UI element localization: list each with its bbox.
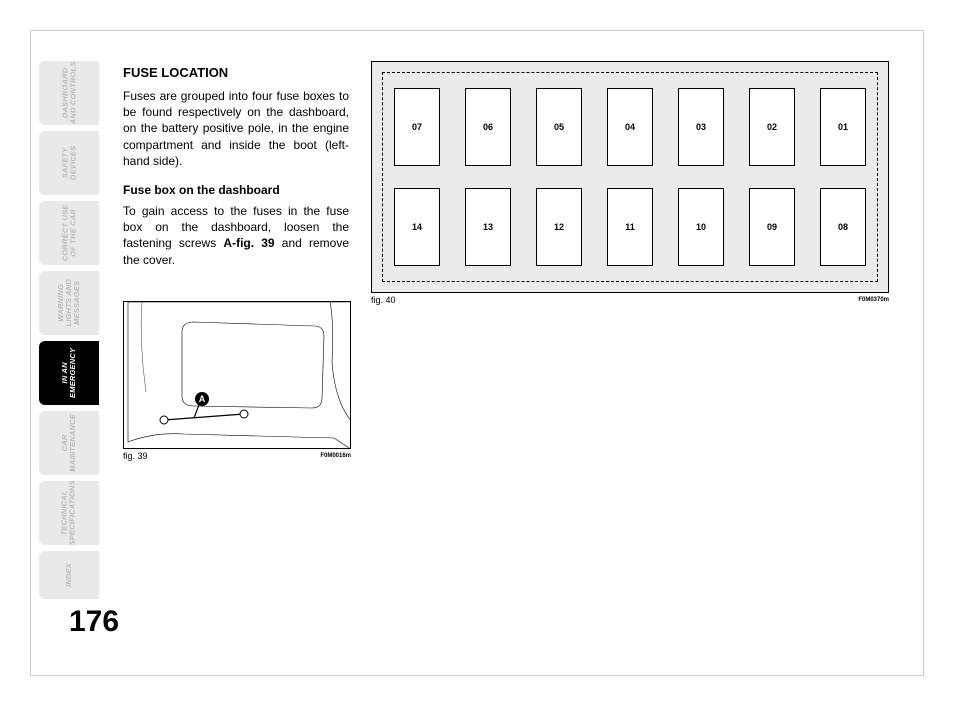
- page: DASHBOARD AND CONTROLS SAFETY DEVICES CORR…: [30, 30, 924, 676]
- page-number: 176: [69, 605, 119, 639]
- dashboard-diagram: A: [124, 302, 351, 449]
- section-tab[interactable]: TECHNICAL SPECIFICATIONS: [39, 481, 99, 545]
- fuse-row: 07 06 05 04 03 02 01: [394, 84, 866, 170]
- fuse-slot: 04: [607, 88, 653, 166]
- fig-label: fig. 39: [123, 451, 148, 461]
- tab-label: WARNING LIGHTS AND MESSAGES: [57, 279, 81, 327]
- fuse-slot: 07: [394, 88, 440, 166]
- section-tab[interactable]: DASHBOARD AND CONTROLS: [39, 61, 99, 125]
- section-tab[interactable]: INDEX: [39, 551, 99, 599]
- figure-40-caption: fig. 40 F0M0370m: [371, 295, 889, 305]
- fuse-slot: 01: [820, 88, 866, 166]
- fig-code: F0M0370m: [858, 297, 889, 303]
- section-tab[interactable]: WARNING LIGHTS AND MESSAGES: [39, 271, 99, 335]
- subheading-dashboard: Fuse box on the dashboard: [123, 183, 349, 197]
- tab-label: CORRECT USE OF THE CAR: [61, 205, 77, 262]
- fuse-slot: 13: [465, 188, 511, 266]
- tab-label: CAR MAINTENANCE: [61, 414, 77, 472]
- figure-39-caption: fig. 39 F0M0016m: [123, 451, 351, 461]
- fuse-slot: 03: [678, 88, 724, 166]
- figure-39-image: A: [123, 301, 351, 449]
- fuse-slot: 02: [749, 88, 795, 166]
- fuse-slot: 11: [607, 188, 653, 266]
- fig-label: fig. 40: [371, 295, 396, 305]
- fuse-slot: 14: [394, 188, 440, 266]
- ref-fig39: A-fig. 39: [223, 236, 274, 250]
- tab-label: SAFETY DEVICES: [61, 146, 77, 180]
- tab-label: DASHBOARD AND CONTROLS: [61, 62, 77, 125]
- fuse-slot: 09: [749, 188, 795, 266]
- fuse-slot: 08: [820, 188, 866, 266]
- section-tab[interactable]: CAR MAINTENANCE: [39, 411, 99, 475]
- tab-label: TECHNICAL SPECIFICATIONS: [61, 480, 77, 545]
- fuse-row: 14 13 12 11 10 09 08: [394, 184, 866, 270]
- section-tabs: DASHBOARD AND CONTROLS SAFETY DEVICES CORR…: [39, 61, 99, 599]
- tab-label: INDEX: [65, 563, 73, 587]
- section-tab[interactable]: CORRECT USE OF THE CAR: [39, 201, 99, 265]
- figure-39: A fig. 39 F0M0016m: [123, 301, 351, 461]
- fuse-slot: 05: [536, 88, 582, 166]
- fig-code: F0M0016m: [320, 453, 351, 459]
- text-column: FUSE LOCATION Fuses are grouped into fou…: [123, 65, 349, 282]
- tab-label: IN AN EMERGENCY: [61, 348, 77, 398]
- marker-a-label: A: [199, 394, 206, 404]
- heading-fuse-location: FUSE LOCATION: [123, 65, 349, 80]
- figure-40: 07 06 05 04 03 02 01 14 13 12 11 10 09 08 fig. 40 F0M…: [371, 61, 889, 305]
- section-tab[interactable]: SAFETY DEVICES: [39, 131, 99, 195]
- paragraph-instructions: To gain access to the fuses in the fuse …: [123, 203, 349, 268]
- figure-40-image: 07 06 05 04 03 02 01 14 13 12 11 10 09 08: [371, 61, 889, 293]
- fuse-slot: 06: [465, 88, 511, 166]
- fuse-grid: 07 06 05 04 03 02 01 14 13 12 11 10 09 08: [394, 84, 866, 270]
- fuse-slot: 12: [536, 188, 582, 266]
- section-tab[interactable]: IN AN EMERGENCY: [39, 341, 99, 405]
- fuse-slot: 10: [678, 188, 724, 266]
- paragraph-intro: Fuses are grouped into four fuse boxes t…: [123, 88, 349, 169]
